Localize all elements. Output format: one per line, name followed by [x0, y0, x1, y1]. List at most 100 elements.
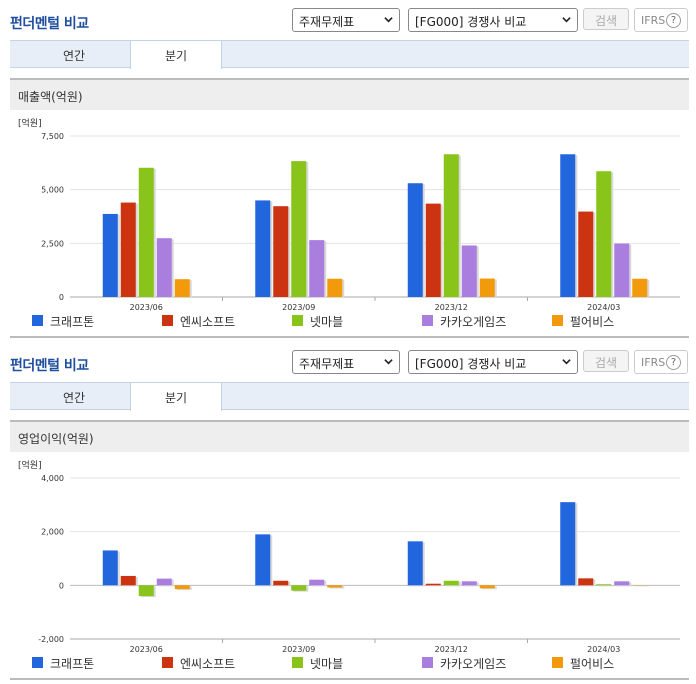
ifrs-toggle[interactable]: IFRS ?: [634, 350, 688, 374]
peer-group-select[interactable]: [FG000] 경쟁사 비교: [408, 8, 578, 32]
peer-group-select[interactable]: [FG000] 경쟁사 비교: [408, 350, 578, 374]
x-tick-label: 2023/09: [282, 645, 315, 654]
bar: [407, 183, 423, 297]
tab-quarterly[interactable]: 분기: [130, 41, 222, 69]
bar: [596, 171, 612, 297]
bar: [273, 580, 289, 586]
help-icon[interactable]: ?: [666, 13, 681, 28]
bar: [443, 580, 459, 586]
search-button[interactable]: 검색: [583, 8, 629, 30]
peer-group-value: [FG000] 경쟁사 비교: [415, 15, 527, 29]
bar: [174, 585, 190, 590]
y-tick-label: 7,500: [41, 132, 64, 141]
fundamental-compare-panel-operating-profit: 펀더멘털 비교 주재무제표 [FG000] 경쟁사 비교 검색 IFRS ? 연…: [0, 342, 696, 684]
bar: [120, 202, 136, 297]
panel-header: 펀더멘털 비교 주재무제표 [FG000] 경쟁사 비교 검색 IFRS ?: [0, 342, 696, 382]
chart-container: 영업이익(억원) [억원] -2,000 0 2,000 4,000 2023/06 202…: [10, 420, 689, 680]
bar: [120, 575, 136, 586]
legend-swatch: [292, 657, 303, 668]
x-tick-label: 2024/03: [587, 303, 620, 312]
chart-legend: 크래프톤 엔씨소프트 넷마블 카카오게임즈 펄어비스: [10, 313, 689, 329]
period-tabs: 연간 분기: [10, 40, 689, 69]
ifrs-label: IFRS: [641, 356, 666, 369]
tab-quarterly[interactable]: 분기: [130, 383, 222, 411]
bar: [560, 502, 576, 586]
bar: [138, 585, 154, 597]
legend-label: 카카오게임즈: [440, 315, 507, 329]
tab-annual[interactable]: 연간: [62, 391, 86, 405]
bar: [614, 581, 630, 586]
bar: [560, 154, 576, 297]
legend-swatch: [422, 657, 433, 668]
search-button[interactable]: 검색: [583, 350, 629, 372]
legend-label: 넷마블: [310, 657, 344, 671]
bar: [407, 541, 423, 586]
bar: [596, 584, 612, 586]
ifrs-label: IFRS: [641, 14, 666, 27]
legend-swatch: [422, 315, 433, 326]
bar: [479, 278, 495, 297]
legend-swatch: [32, 315, 43, 326]
legend-label: 펄어비스: [570, 315, 615, 329]
legend-label: 펄어비스: [570, 657, 615, 671]
statement-type-value: 주재무제표: [299, 15, 355, 29]
bar: [443, 154, 459, 297]
bar: [461, 581, 477, 586]
bar: [255, 534, 271, 586]
statement-type-select[interactable]: 주재무제표: [292, 350, 400, 374]
y-tick-label: 2,000: [41, 528, 64, 537]
bar: [102, 213, 118, 297]
legend-label: 넷마블: [310, 315, 344, 329]
bar: [425, 203, 441, 297]
ifrs-toggle[interactable]: IFRS ?: [634, 8, 688, 32]
statement-type-value: 주재무제표: [299, 357, 355, 371]
bar: [138, 167, 154, 297]
bar: [309, 579, 325, 586]
legend-label: 크래프톤: [50, 657, 95, 671]
chart-container: 매출액(억원) [억원] 0 2,500 5,000 7,500 2023/06 2023/…: [10, 78, 689, 338]
unit-label: [억원]: [18, 117, 42, 129]
bar-shadow: [598, 585, 614, 587]
bar: [309, 240, 325, 297]
bar: [156, 238, 172, 297]
chevron-down-icon: [562, 359, 571, 365]
operating-profit-bar-chart: [억원] -2,000 0 2,000 4,000 2023/06 2023/09 2023/…: [18, 459, 680, 654]
x-tick-label: 2023/06: [130, 645, 163, 654]
y-tick-label: 0: [59, 293, 64, 302]
tab-annual[interactable]: 연간: [62, 49, 86, 63]
x-tick-label: 2023/12: [435, 303, 468, 312]
bar: [632, 278, 648, 297]
bar: [327, 278, 343, 297]
bar: [291, 161, 307, 297]
chart-title: 매출액(억원): [10, 78, 689, 110]
legend-label: 엔씨소프트: [180, 315, 236, 329]
y-tick-label: 5,000: [41, 186, 64, 195]
bar-shadow: [427, 584, 443, 587]
help-icon[interactable]: ?: [666, 355, 681, 370]
chevron-down-icon: [384, 17, 393, 23]
fundamental-compare-panel-revenue: 펀더멘털 비교 주재무제표 [FG000] 경쟁사 비교 검색 IFRS ? 연…: [10, 8, 689, 338]
legend-swatch: [292, 315, 303, 326]
chart-legend: 크래프톤 엔씨소프트 넷마블 카카오게임즈 펄어비스: [10, 655, 689, 671]
x-tick-label: 2023/09: [282, 303, 315, 312]
y-tick-label: -2,000: [38, 635, 64, 644]
y-tick-label: 0: [59, 581, 64, 590]
legend-label: 카카오게임즈: [440, 657, 507, 671]
chevron-down-icon: [562, 17, 571, 23]
bar: [614, 243, 630, 297]
bar: [479, 585, 495, 589]
bar: [578, 578, 594, 586]
bar: [578, 211, 594, 297]
statement-type-select[interactable]: 주재무제표: [292, 8, 400, 32]
bar: [156, 578, 172, 586]
legend-swatch: [552, 315, 563, 326]
bar: [102, 550, 118, 586]
legend-swatch: [32, 657, 43, 668]
bar: [255, 200, 271, 297]
legend-swatch: [162, 315, 173, 326]
bar: [425, 583, 441, 586]
y-tick-label: 2,500: [41, 239, 64, 248]
panel-title: 펀더멘털 비교: [10, 16, 89, 32]
unit-label: [억원]: [18, 459, 42, 471]
bar: [291, 585, 307, 591]
